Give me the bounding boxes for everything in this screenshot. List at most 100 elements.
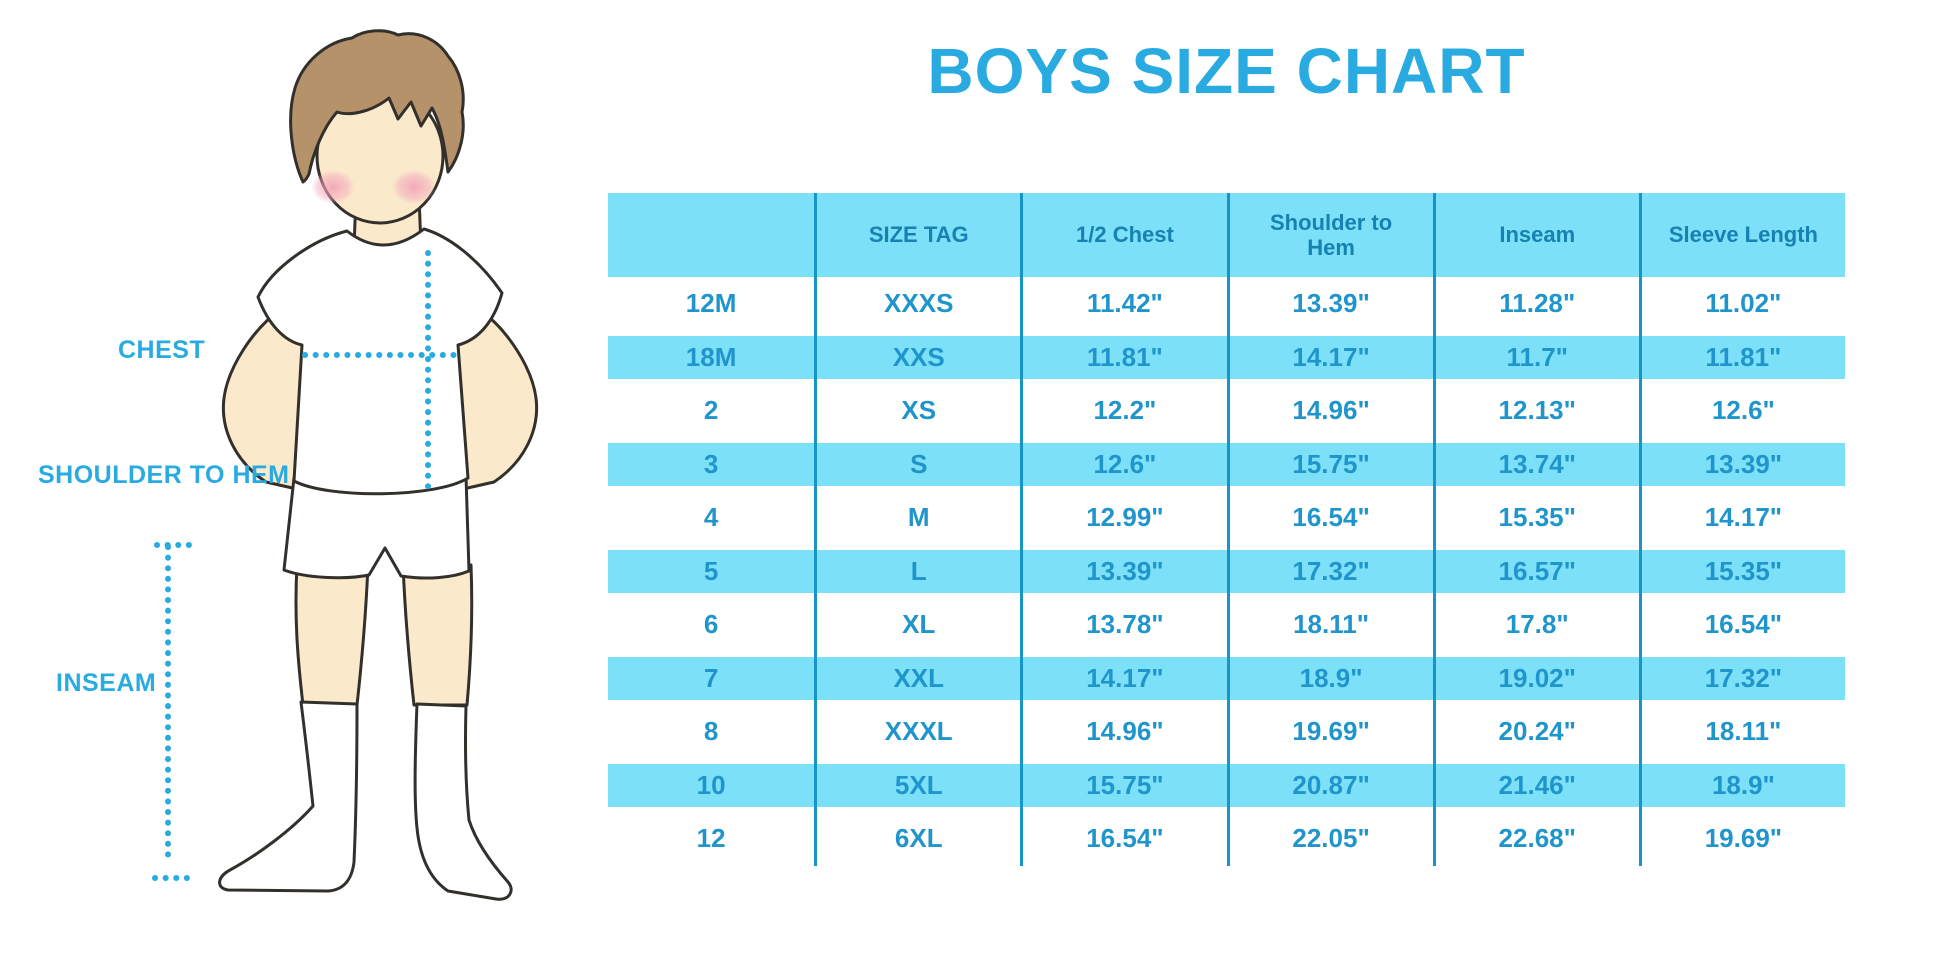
size-table: SIZE TAG 1/2 Chest Shoulder to Hem Inseam Sl… (608, 193, 1845, 866)
table-cell: 15.75" (1020, 758, 1226, 812)
table-cell: 13.74" (1432, 437, 1639, 491)
table-cell: 11.28" (1432, 277, 1639, 331)
column-header: Inseam (1432, 193, 1639, 277)
boy-blush-left (311, 170, 355, 204)
chest-label: CHEST (118, 336, 206, 364)
boy-sock-right (413, 702, 513, 901)
table-cell: 12.6" (1020, 437, 1226, 491)
table-cell: 15.75" (1226, 437, 1433, 491)
table-cell: 16.57" (1432, 544, 1639, 598)
table-cell: M (814, 491, 1020, 545)
table-cell: 11.7" (1432, 330, 1639, 384)
boy-leg-right (401, 563, 474, 707)
table-cell: 18M (685, 341, 737, 372)
table-row: 12 6XL 16.54" 22.05" 22.68" 19.69" (608, 812, 1845, 866)
table-row: 2 XS 12.2" 14.96" 12.13" 12.6" (608, 384, 1845, 438)
page-title: BOYS SIZE CHART (927, 35, 1526, 107)
table-cell: 13.39" (1226, 277, 1433, 331)
table-cell: 12.2" (1020, 384, 1226, 438)
table-cell: 12.6" (1638, 384, 1845, 438)
table-cell: 22.05" (1226, 812, 1433, 866)
table-cell: 19.69" (1226, 705, 1433, 759)
table-cell: 6 (703, 609, 719, 640)
table-cell: 20.87" (1226, 758, 1433, 812)
table-cell: 18.9" (1226, 651, 1433, 705)
table-cell: XXL (814, 651, 1020, 705)
table-cell: 5XL (814, 758, 1020, 812)
boy-sock-left (218, 700, 359, 893)
table-cell: 4 (703, 502, 719, 533)
table-cell: XS (814, 384, 1020, 438)
boy-leg-left (294, 563, 370, 707)
table-row: 5 L 13.39" 17.32" 16.57" 15.35" (608, 544, 1845, 598)
table-cell: 22.68" (1432, 812, 1639, 866)
table-cell: 10 (696, 769, 726, 800)
table-cell: 6XL (814, 812, 1020, 866)
table-cell: 14.17" (1020, 651, 1226, 705)
table-row: 3 S 12.6" 15.75" 13.74" 13.39" (608, 437, 1845, 491)
table-row: 6 XL 13.78" 18.11" 17.8" 16.54" (608, 598, 1845, 652)
table-row: 18M XXS 11.81" 14.17" 11.7" 11.81" (608, 330, 1845, 384)
table-cell: S (814, 437, 1020, 491)
table-cell: 17.8" (1432, 598, 1639, 652)
table-row: 4 M 12.99" 16.54" 15.35" 14.17" (608, 491, 1845, 545)
table-cell: 7 (703, 662, 719, 693)
table-header-row: SIZE TAG 1/2 Chest Shoulder to Hem Inseam Sl… (608, 193, 1845, 277)
table-cell: 18.11" (1226, 598, 1433, 652)
table-cell: 14.96" (1226, 384, 1433, 438)
boy-arm-left (221, 308, 314, 494)
table-cell: 14.17" (1226, 330, 1433, 384)
column-header: Sleeve Length (1638, 193, 1845, 277)
table-cell: 3 (703, 448, 719, 479)
table-cell: 11.81" (1020, 330, 1226, 384)
table-cell: 13.78" (1020, 598, 1226, 652)
table-cell: 5 (703, 555, 719, 586)
table-cell: 11.81" (1638, 330, 1845, 384)
table-cell: 13.39" (1638, 437, 1845, 491)
table-row: 10 5XL 15.75" 20.87" 21.46" 18.9" (608, 758, 1845, 812)
table-cell: 15.35" (1432, 491, 1639, 545)
table-cell: L (814, 544, 1020, 598)
table-cell: 2 (703, 395, 719, 426)
table-cell: 16.54" (1638, 598, 1845, 652)
table-cell: 16.54" (1020, 812, 1226, 866)
table-cell: 12.13" (1432, 384, 1639, 438)
table-row: 7 XXL 14.17" 18.9" 19.02" 17.32" (608, 651, 1845, 705)
table-cell: 11.42" (1020, 277, 1226, 331)
table-cell: 15.35" (1638, 544, 1845, 598)
boy-blush-right (392, 170, 436, 204)
table-cell: 12 (696, 823, 726, 854)
table-cell: 21.46" (1432, 758, 1639, 812)
table-row: 12M XXXS 11.42" 13.39" 11.28" 11.02" (608, 277, 1845, 331)
table-cell: 19.69" (1638, 812, 1845, 866)
table-cell: 16.54" (1226, 491, 1433, 545)
column-header: Shoulder to Hem (1226, 193, 1433, 277)
boy-illustration (152, 29, 539, 901)
table-cell: 14.17" (1638, 491, 1845, 545)
table-cell: XXS (814, 330, 1020, 384)
table-cell: XXXL (814, 705, 1020, 759)
table-cell: 12M (685, 288, 737, 319)
boy-arm-right (446, 308, 539, 494)
table-row: 8 XXXL 14.96" 19.69" 20.24" 18.11" (608, 705, 1845, 759)
table-cell: 18.9" (1638, 758, 1845, 812)
table-cell: 12.99" (1020, 491, 1226, 545)
column-header: SIZE TAG (814, 193, 1020, 277)
table-cell: 11.02" (1638, 277, 1845, 331)
boy-hair (289, 29, 465, 184)
table-cell: 13.39" (1020, 544, 1226, 598)
table-cell: 18.11" (1638, 705, 1845, 759)
column-header (608, 193, 814, 277)
table-cell: 19.02" (1432, 651, 1639, 705)
boy-tshirt (256, 227, 504, 496)
table-cell: XXXS (814, 277, 1020, 331)
table-cell: XL (814, 598, 1020, 652)
table-cell: 14.96" (1020, 705, 1226, 759)
shoulder-to-hem-label: SHOULDER TO HEM (38, 461, 290, 489)
table-body: 12M XXXS 11.42" 13.39" 11.28" 11.02" 18M XXS 11.… (608, 277, 1845, 866)
table-cell: 8 (703, 716, 719, 747)
column-header: 1/2 Chest (1020, 193, 1226, 277)
table-cell: 20.24" (1432, 705, 1639, 759)
inseam-label: INSEAM (56, 669, 157, 697)
